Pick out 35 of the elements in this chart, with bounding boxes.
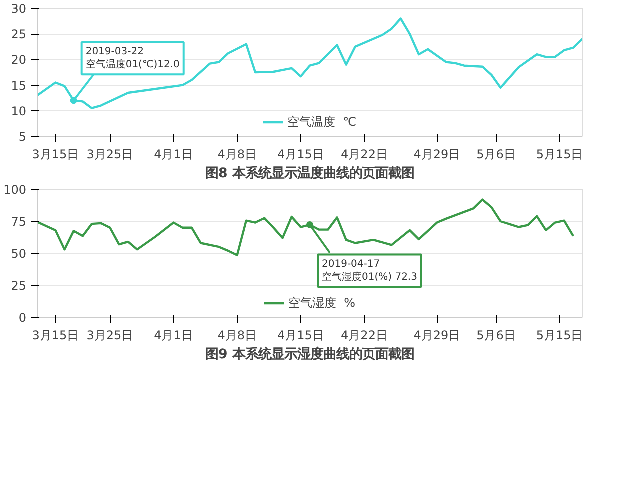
x-tick-label: 4月1日	[154, 328, 194, 342]
x-tick-label: 4月22日	[341, 328, 388, 342]
legend-label: 空气湿度 %	[288, 294, 356, 312]
x-tick-label: 3月15日	[32, 328, 80, 342]
x-tick-label: 3月25日	[86, 328, 134, 342]
x-tick-label: 4月22日	[341, 148, 388, 162]
y-tick-label: 5	[18, 130, 27, 144]
x-tick-label: 4月1日	[154, 148, 194, 162]
y-tick-label: 20	[11, 53, 27, 68]
x-tick-label: 4月29日	[414, 328, 461, 342]
annotation: 2019-04-17 空气湿度01(%) 72.3	[322, 258, 418, 283]
y-tick-label: 15	[11, 78, 27, 93]
y-tick-label: 100	[4, 183, 26, 197]
y-tick-label: 0	[18, 311, 27, 325]
x-tick-label: 4月8日	[218, 328, 257, 342]
x-tick-label: 5月6日	[476, 148, 516, 162]
x-tick-label: 3月15日	[32, 148, 80, 162]
x-tick-label: 4月8日	[218, 148, 257, 162]
text: 图9 本系统显示湿度曲线的页面截图	[206, 346, 414, 362]
x-tick-label: 5月15日	[536, 148, 584, 162]
y-tick-label: 25	[11, 28, 27, 42]
y-tick-label: 50	[11, 247, 27, 261]
x-tick-label: 3月25日	[86, 148, 134, 162]
legend-label: 空气温度 ℃	[287, 114, 357, 130]
y-tick-label: 25	[11, 279, 27, 293]
y-tick-label: 30	[11, 2, 27, 16]
x-tick-label: 4月15日	[277, 328, 324, 342]
x-tick-label: 5月15日	[536, 328, 584, 342]
text: 图8 本系统显示温度曲线的页面截图	[206, 166, 414, 182]
y-tick-label: 10	[11, 104, 27, 118]
y-tick-label: 75	[11, 215, 27, 229]
x-tick-label: 4月15日	[277, 148, 324, 162]
annotation: 2019-03-22 空气温度01(℃)12.0	[86, 46, 180, 71]
x-tick-label: 5月6日	[476, 328, 516, 342]
x-tick-label: 4月29日	[414, 148, 461, 162]
